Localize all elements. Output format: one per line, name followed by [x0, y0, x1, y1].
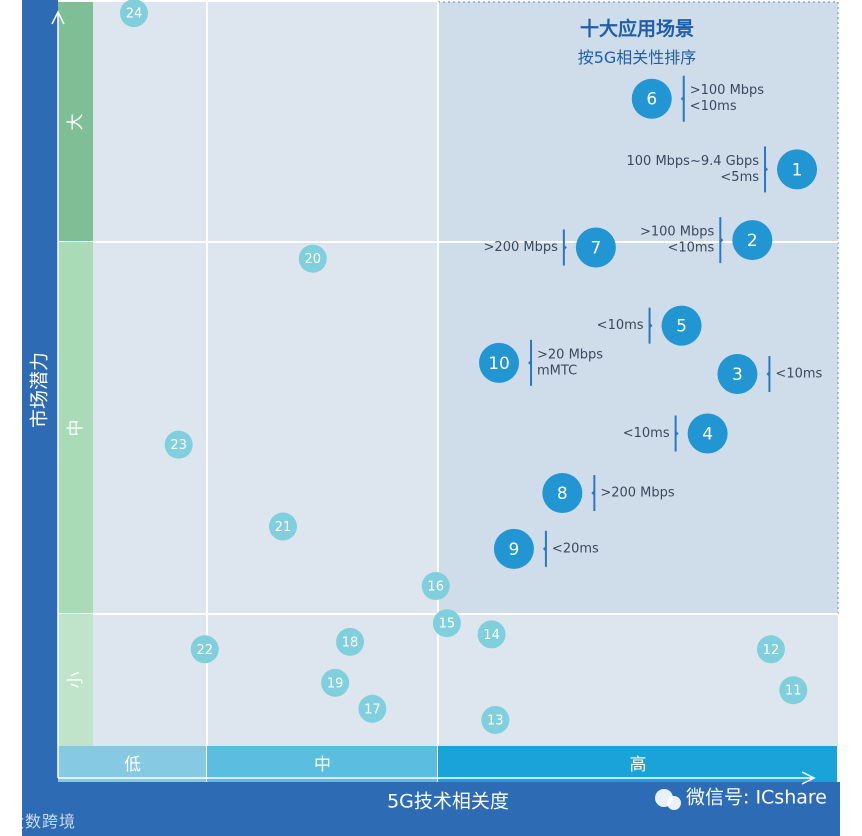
- x-axis-bar: [22, 782, 840, 836]
- y-axis-arrow: [51, 10, 65, 25]
- point-18: [336, 627, 365, 656]
- y-band-2: [58, 242, 93, 613]
- point-21: [268, 512, 297, 541]
- point-label-16: 16: [427, 580, 444, 595]
- note-text-10: >20 Mbps: [537, 347, 603, 362]
- point-19: [321, 668, 350, 697]
- point-label-14: 14: [483, 628, 500, 643]
- point-11: [779, 676, 808, 705]
- note-text-1: 100 Mbps~9.4 Gbps: [627, 154, 760, 169]
- point-5: [661, 305, 702, 346]
- note-tick-9: [542, 545, 546, 552]
- point-13: [481, 705, 510, 734]
- y-band-label: 大: [66, 114, 86, 131]
- point-label-1: 1: [792, 160, 803, 180]
- y-axis-bar: [22, 0, 58, 836]
- note-text-9: <20ms: [552, 541, 599, 556]
- point-4: [687, 413, 728, 454]
- note-text-7: >200 Mbps: [484, 240, 559, 255]
- chart-subtitle: 按5G相关性排序: [578, 48, 697, 67]
- watermark-left: 大数跨境: [8, 812, 77, 831]
- point-label-3: 3: [732, 365, 743, 385]
- note-tick-6: [680, 95, 684, 102]
- point-label-7: 7: [590, 239, 601, 259]
- note-text-6: >100 Mbps: [690, 83, 765, 98]
- x-band-label: 中: [314, 755, 331, 775]
- wechat-icon-bubble: [667, 796, 681, 810]
- x-band-label: 低: [124, 755, 141, 775]
- point-label-6: 6: [646, 90, 657, 110]
- x-axis-arrow: [801, 771, 816, 785]
- y-band-label: 中: [66, 420, 86, 437]
- point-12: [756, 635, 785, 664]
- chart-title: 十大应用场景: [580, 17, 694, 40]
- point-6: [631, 78, 672, 119]
- point-label-11: 11: [785, 684, 802, 699]
- point-label-20: 20: [305, 252, 322, 267]
- x-axis-title: 5G技术相关度: [387, 791, 509, 813]
- point-label-10: 10: [488, 354, 510, 374]
- point-15: [432, 609, 461, 638]
- note-tick-7: [563, 244, 567, 251]
- note-text-2: <10ms: [667, 241, 714, 256]
- x-band-2: [207, 746, 437, 782]
- note-tick-3: [766, 371, 770, 377]
- point-1: [777, 149, 818, 190]
- note-text-1: <5ms: [720, 170, 759, 185]
- point-9: [493, 528, 534, 569]
- point-label-13: 13: [487, 713, 504, 728]
- point-22: [190, 635, 219, 664]
- point-20: [298, 244, 327, 273]
- point-label-17: 17: [364, 702, 381, 717]
- point-label-9: 9: [509, 540, 520, 560]
- point-label-22: 22: [196, 643, 213, 658]
- y-band-3: [58, 614, 93, 746]
- note-tick-4: [675, 430, 679, 437]
- point-label-2: 2: [747, 231, 758, 251]
- point-label-5: 5: [676, 317, 687, 337]
- point-17: [358, 694, 387, 723]
- point-label-8: 8: [557, 484, 568, 504]
- point-10: [479, 342, 520, 383]
- point-label-21: 21: [275, 520, 292, 535]
- note-tick-5: [649, 322, 653, 329]
- y-band-label: 小: [66, 672, 86, 689]
- note-text-2: >100 Mbps: [640, 225, 715, 240]
- point-3: [717, 354, 758, 394]
- note-tick-2: [720, 237, 724, 244]
- y-axis-title: 市场潜力: [29, 352, 51, 428]
- point-label-15: 15: [439, 617, 456, 632]
- point-label-23: 23: [170, 438, 187, 453]
- point-label-24: 24: [126, 7, 143, 22]
- point-label-18: 18: [342, 635, 359, 650]
- point-label-4: 4: [702, 425, 713, 445]
- point-24: [119, 0, 148, 28]
- note-text-6: <10ms: [690, 99, 737, 114]
- point-7: [575, 227, 616, 268]
- point-label-19: 19: [327, 676, 344, 691]
- note-text-5: <10ms: [597, 318, 644, 333]
- note-text-8: >200 Mbps: [600, 486, 675, 501]
- note-text-10: mMTC: [537, 363, 577, 378]
- point-16: [421, 572, 450, 601]
- watermark-right: 微信号: ICshare: [686, 787, 827, 809]
- y-band-1: [58, 2, 93, 241]
- note-tick-1: [765, 166, 769, 173]
- note-text-3: <10ms: [775, 367, 822, 382]
- note-tick-8: [591, 490, 595, 497]
- point-23: [164, 430, 193, 459]
- x-band-3: [438, 746, 837, 782]
- x-band-label: 高: [630, 755, 647, 775]
- point-label-12: 12: [763, 643, 780, 658]
- x-band-1: [58, 746, 206, 782]
- point-14: [477, 620, 506, 649]
- point-2: [732, 220, 773, 261]
- note-text-4: <10ms: [623, 426, 670, 441]
- point-8: [542, 473, 583, 514]
- note-tick-10: [528, 359, 532, 366]
